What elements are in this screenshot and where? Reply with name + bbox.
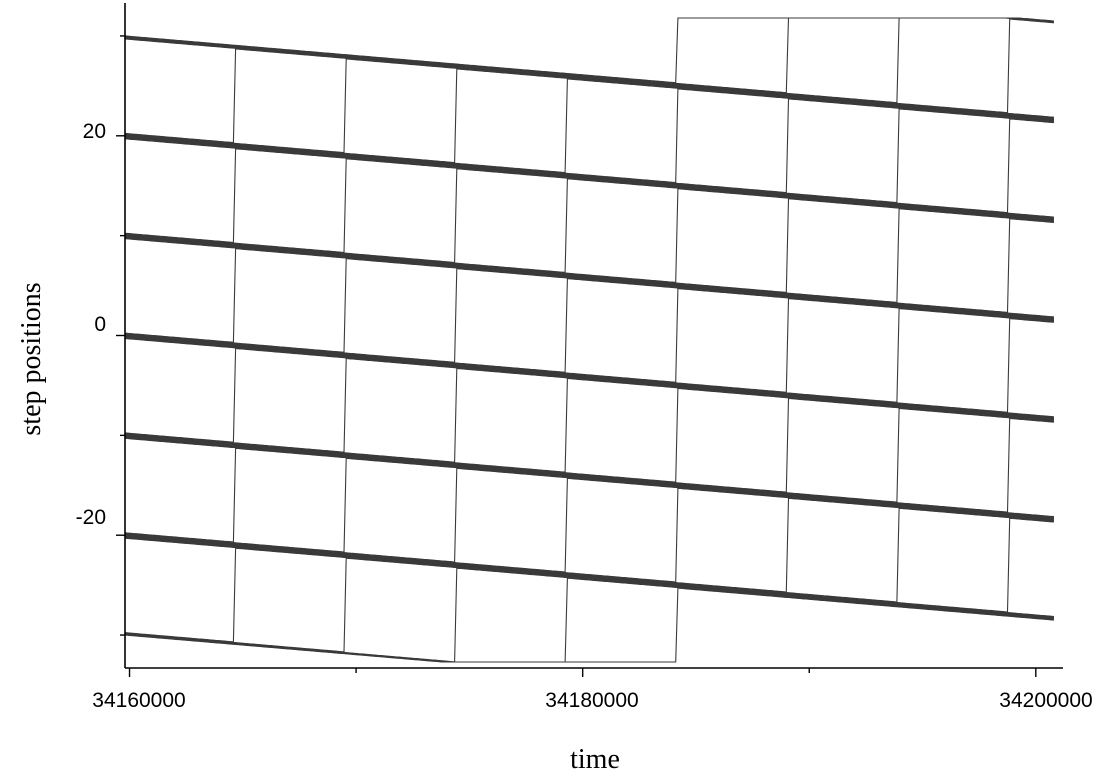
y-tick-label-20: 20	[83, 120, 106, 143]
step-line-25	[124, 238, 1054, 319]
step-line-19	[124, 178, 1054, 274]
y-tick-label-0: 0	[94, 313, 106, 336]
step-line-28	[124, 267, 1054, 363]
step-line-30	[124, 288, 1054, 383]
step-line-43	[124, 417, 1054, 513]
step-line-21	[124, 198, 1054, 294]
step-line-15	[124, 138, 1054, 219]
step-line-17	[124, 158, 1054, 253]
step-line-34	[124, 337, 1054, 418]
step-line-7	[124, 58, 1054, 154]
step-line-9	[124, 78, 1054, 174]
step-line-44	[124, 437, 1054, 518]
step-line-36	[124, 347, 1054, 443]
step-line-6	[124, 48, 1054, 144]
step-line-41	[124, 397, 1054, 493]
step-line-48	[124, 467, 1054, 563]
step-line-24	[124, 237, 1054, 318]
step-line-50	[124, 487, 1054, 583]
step-line-18	[124, 168, 1054, 263]
step-line-59	[124, 577, 1054, 663]
step-line-38	[124, 367, 1054, 463]
step-line-37	[124, 357, 1054, 453]
step-line-12	[124, 108, 1054, 204]
step-line-56	[124, 547, 1054, 643]
x-axis-title: time	[570, 744, 620, 775]
step-line-29	[124, 277, 1054, 373]
step-line-1	[124, 17, 1054, 94]
step-line-11	[124, 98, 1054, 194]
step-line-4	[124, 37, 1054, 118]
y-ticks	[116, 35, 125, 636]
step-line-45	[124, 437, 1054, 518]
step-line-31	[124, 297, 1054, 393]
step-line-32	[124, 307, 1054, 403]
step-line-23	[124, 218, 1054, 314]
step-line-53	[124, 517, 1054, 613]
step-line-46	[124, 447, 1054, 543]
step-line-35	[124, 337, 1054, 418]
x-ticks	[128, 668, 1037, 677]
step-line-51	[124, 497, 1054, 593]
step-line-3	[124, 18, 1054, 114]
x-tick-label-2: 34200000	[999, 689, 1092, 712]
step-line-60	[124, 587, 1054, 663]
step-line-39	[124, 377, 1054, 473]
step-line-57	[124, 557, 1054, 653]
x-tick-label-1: 34180000	[545, 689, 638, 712]
step-line-5	[124, 38, 1054, 119]
step-line-55	[124, 537, 1054, 618]
step-line-26	[124, 247, 1054, 343]
step-line-2	[124, 17, 1054, 104]
step-line-33	[124, 317, 1054, 413]
step-line-13	[124, 118, 1054, 214]
step-line-22	[124, 208, 1054, 304]
step-line-42	[124, 407, 1054, 503]
y-tick-label-minus20: -20	[76, 506, 106, 529]
step-line-52	[124, 507, 1054, 603]
step-line-40	[124, 387, 1054, 483]
y-axis-title: step positions	[16, 282, 47, 435]
step-line-20	[124, 188, 1054, 284]
step-line-49	[124, 477, 1054, 573]
x-tick-label-0: 34160000	[92, 689, 185, 712]
step-line-54	[124, 537, 1054, 618]
step-line-58	[124, 567, 1054, 663]
plot-lines	[124, 17, 1054, 663]
step-line-14	[124, 137, 1054, 218]
step-line-10	[124, 88, 1054, 184]
step-line-16	[124, 148, 1054, 244]
